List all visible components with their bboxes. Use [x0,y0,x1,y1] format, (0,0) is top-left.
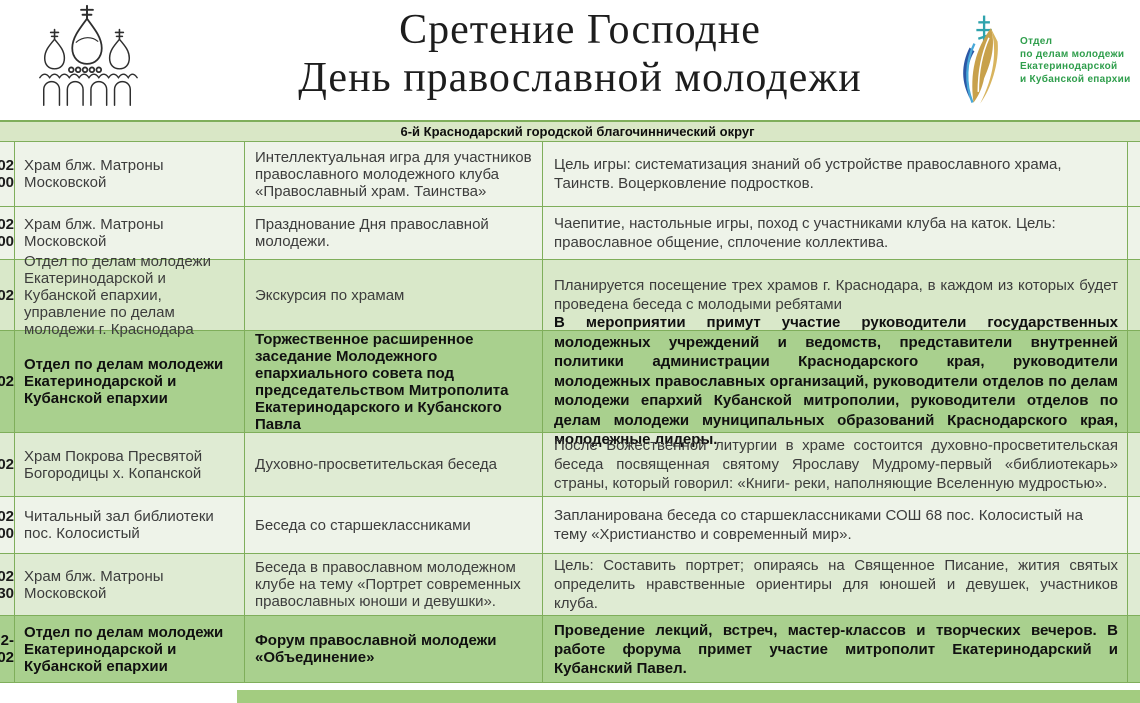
clipped-extra-cell [1128,433,1140,496]
description-cell: Запланирована беседа со старшеклассникам… [543,497,1128,553]
description-cell: Чаепитие, настольные игры, поход с участ… [543,207,1128,259]
description-cell: После Божественной литургии в храме сост… [543,433,1128,496]
church-logo-icon [28,2,146,119]
slide-title-line2: День православной молодежи [298,55,862,101]
description-cell: В мероприятии примут участие руководител… [543,314,1128,448]
time-cell: 02 [0,331,15,432]
schedule-table: 6-й Краснодарский городской благочинниче… [0,120,1140,683]
place-cell: Отдел по делам молодежи Екатеринодарской… [15,331,245,432]
time-line: 02 [0,567,14,585]
emblem-caption-line1: Отдел [1020,36,1053,47]
description-cell: Цель: Составить портрет; опираясь на Свя… [543,554,1128,615]
event-cell: Интеллектуальная игра для участников пра… [245,142,543,206]
clipped-extra-cell [1128,207,1140,259]
time-line: 02 [0,508,14,525]
time-line: 02- [0,632,14,649]
time-line: 02 [0,286,14,304]
clipped-extra-cell [1128,616,1140,682]
time-cell: 02 00 [0,142,15,206]
time-cell: 02 00 [0,497,15,553]
quill-cross-icon [963,15,998,104]
table-row: 02 Отдел по делам молодежи Екатеринодарс… [0,314,1140,448]
section-header: 6-й Краснодарский городской благочинниче… [0,122,1140,142]
description-cell: Планируется посещение трех храмов г. Кра… [543,260,1128,330]
place-cell: Храм блж. Матроны Московской [15,142,245,206]
slide-header: Сретение Господне День православной моло… [0,0,1140,121]
place-cell: Читальный зал библиотеки пос. Колосистый [15,497,245,553]
time-line: 00 [0,525,14,542]
table-row: 02 30 Храм блж. Матроны Московской Бесед… [0,554,1140,616]
emblem-caption-line2: по делам молодежи [1020,48,1125,60]
place-cell: Отдел по делам молодежи Екатеринодарской… [15,616,245,682]
time-cell: 02 30 [0,554,15,615]
time-line: 02 [0,216,14,233]
time-line: 02 [0,373,14,390]
time-cell: 02 [0,433,15,496]
time-line: 00 [0,233,14,250]
time-cell: 02 00 [0,207,15,259]
time-line: 30 [0,584,14,602]
time-line: 02 [0,649,14,666]
time-cell: 02 [0,260,15,330]
emblem-caption-line4: и Кубанской епархии [1020,73,1131,85]
slide-title-line1: Сретение Господне [399,7,761,53]
event-cell: Беседа в православном молодежном клубе н… [245,554,543,615]
table-row: 02 00 Читальный зал библиотеки пос. Коло… [0,497,1140,554]
description-cell: Цель игры: систематизация знаний об устр… [543,142,1128,206]
event-cell: Экскурсия по храмам [245,260,543,330]
event-cell: Торжественное расширенное заседание Моло… [245,331,543,433]
time-line: 02 [0,456,14,473]
partial-next-row [237,690,1140,703]
youth-department-logo: Отдел по делам молодежи Екатеринодарской… [958,12,1136,110]
table-row: 02 Отдел по делам молодежи Екатеринодарс… [0,253,1140,338]
event-cell: Празднование Дня православной молодежи. [245,207,543,259]
place-cell: Храм блж. Матроны Московской [15,554,245,615]
table-row: 02 00 Храм блж. Матроны Московской Празд… [0,207,1140,260]
event-cell: Беседа со старшеклассниками [245,497,543,553]
clipped-extra-cell [1128,554,1140,615]
place-cell: Храм блж. Матроны Московской [15,207,245,259]
clipped-extra-cell [1128,497,1140,553]
description-cell: Проведение лекций, встреч, мастер-классо… [543,616,1128,682]
clipped-extra-cell [1128,260,1140,330]
table-row: 02 00 Храм блж. Матроны Московской Интел… [0,142,1140,207]
time-line: 00 [0,174,14,191]
event-cell: Духовно-просветительская беседа [245,433,543,496]
table-row: 02 Храм Покрова Пресвятой Богородицы х. … [0,433,1140,497]
clipped-extra-cell [1128,142,1140,206]
place-cell: Отдел по делам молодежи Екатеринодарской… [15,253,245,338]
table-row: 02- 02 Отдел по делам молодежи Екатерино… [0,616,1140,683]
time-cell: 02- 02 [0,616,15,682]
time-line: 02 [0,157,14,174]
slide-title: Сретение Господне День православной моло… [170,6,990,102]
place-cell: Храм Покрова Пресвятой Богородицы х. Коп… [15,433,245,496]
clipped-extra-cell [1128,331,1140,432]
event-cell: Форум православной молодежи «Объединение… [245,616,543,682]
emblem-caption: Отдел по делам молодежи Екатеринодарской… [1020,36,1131,86]
emblem-caption-line3: Екатеринодарской [1020,61,1118,72]
